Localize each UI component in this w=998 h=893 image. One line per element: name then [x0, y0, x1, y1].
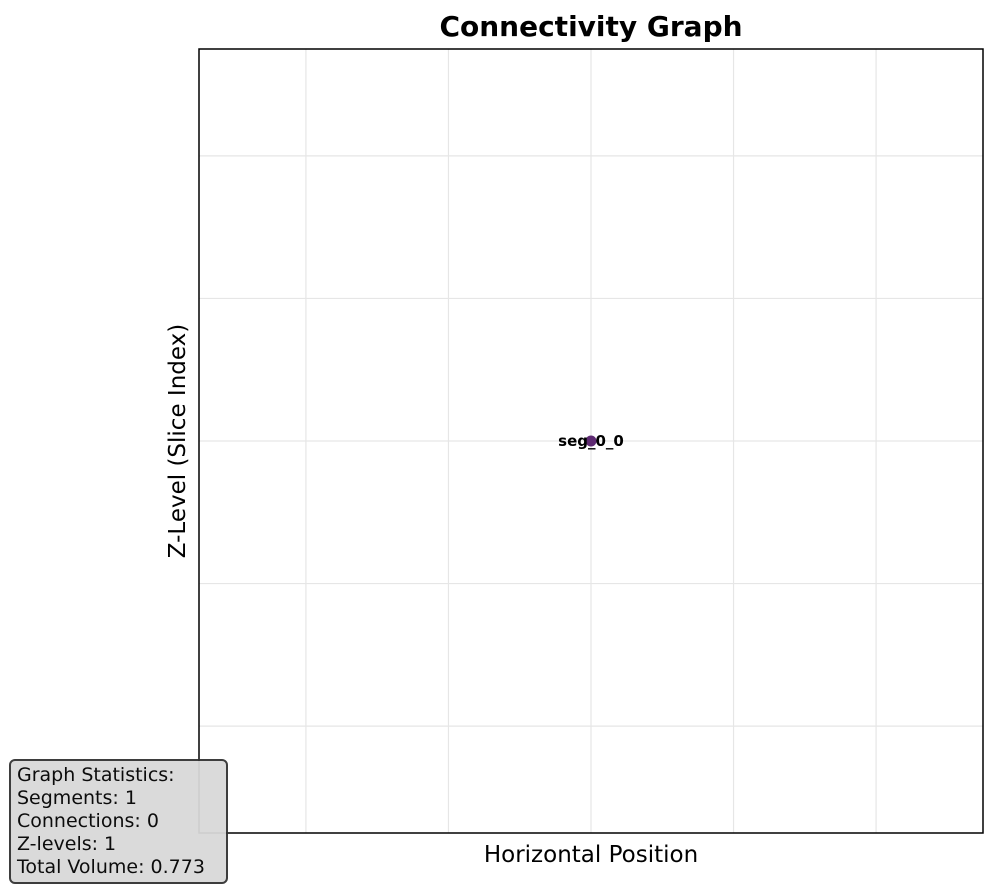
stats-connections: Connections: 0	[17, 810, 159, 832]
plot-frame	[198, 48, 984, 834]
x-axis-label: Horizontal Position	[484, 842, 698, 868]
stats-title: Graph Statistics:	[17, 764, 175, 786]
node-label-0: seg_0_0	[558, 432, 624, 450]
node-marker-0	[585, 435, 597, 447]
graph-nodes: seg_0_0	[558, 432, 624, 450]
stats-segments: Segments: 1	[17, 787, 137, 809]
plot-area: seg_0_0	[198, 48, 984, 834]
graph-statistics-box: Graph Statistics: Segments: 1 Connection…	[9, 759, 228, 884]
chart-title: Connectivity Graph	[439, 10, 742, 43]
stats-z-levels: Z-levels: 1	[17, 833, 117, 855]
y-axis-label: Z-Level (Slice Index)	[165, 324, 191, 558]
stats-total-volume: Total Volume: 0.773	[17, 856, 205, 878]
